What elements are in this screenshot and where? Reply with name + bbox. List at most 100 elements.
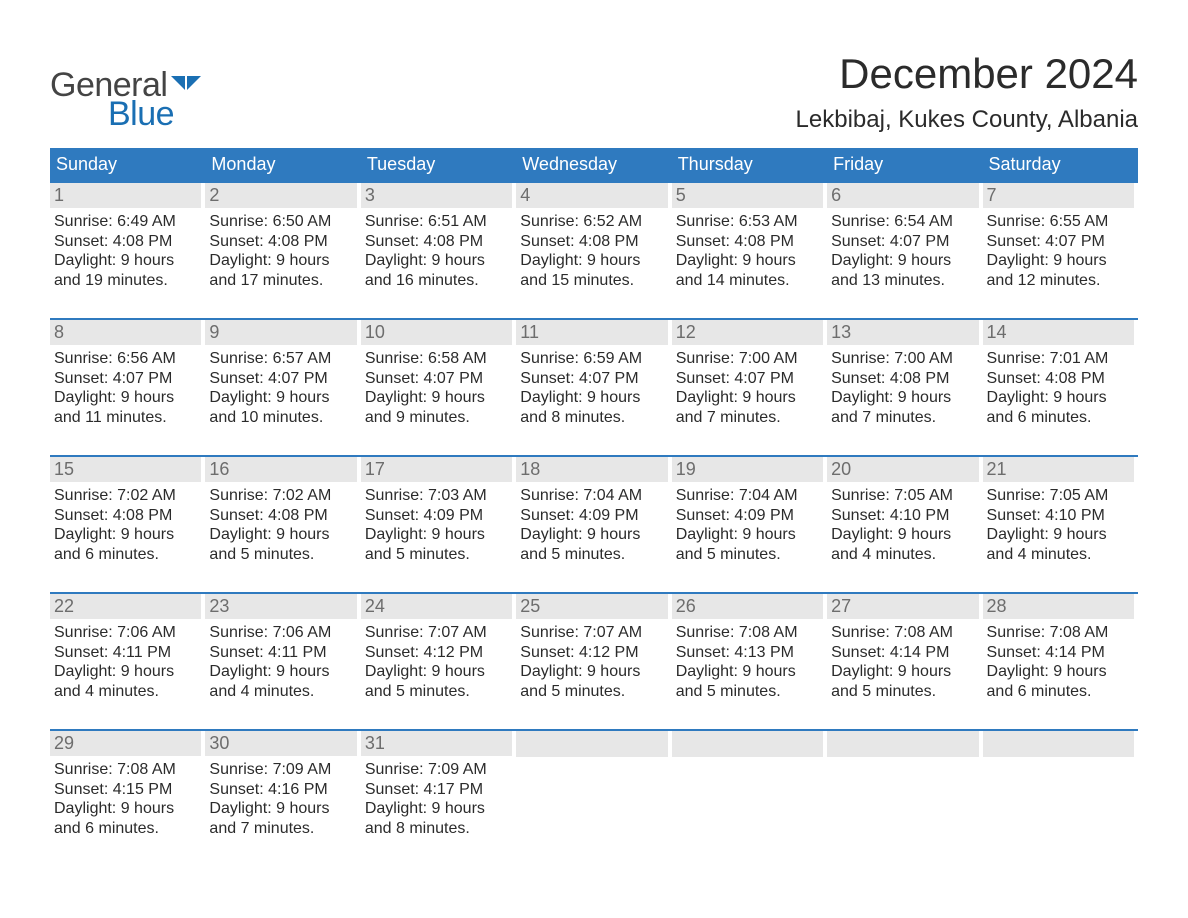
day-number: 13 (827, 320, 978, 345)
daylight-line: and 11 minutes. (54, 408, 201, 428)
sunset-line: Sunset: 4:11 PM (209, 643, 356, 663)
day-number: 16 (205, 457, 356, 482)
sunset-line: Sunset: 4:08 PM (209, 506, 356, 526)
sunset-line: Sunset: 4:07 PM (520, 369, 667, 389)
day-number: 6 (827, 183, 978, 208)
daylight-line: and 16 minutes. (365, 271, 512, 291)
day-cell: 22Sunrise: 7:06 AMSunset: 4:11 PMDayligh… (50, 594, 205, 711)
day-cell: 20Sunrise: 7:05 AMSunset: 4:10 PMDayligh… (827, 457, 982, 574)
sunrise-line: Sunrise: 6:52 AM (520, 212, 667, 232)
daylight-line: Daylight: 9 hours (365, 525, 512, 545)
sunrise-line: Sunrise: 6:50 AM (209, 212, 356, 232)
day-cell: 1Sunrise: 6:49 AMSunset: 4:08 PMDaylight… (50, 183, 205, 300)
sunrise-line: Sunrise: 6:55 AM (987, 212, 1134, 232)
daylight-line: Daylight: 9 hours (831, 525, 978, 545)
daylight-line: Daylight: 9 hours (365, 251, 512, 271)
weeks-container: 1Sunrise: 6:49 AMSunset: 4:08 PMDaylight… (50, 181, 1138, 848)
month-title: December 2024 (796, 50, 1138, 98)
daylight-line: Daylight: 9 hours (365, 388, 512, 408)
daylight-line: Daylight: 9 hours (831, 662, 978, 682)
daylight-line: Daylight: 9 hours (54, 525, 201, 545)
title-block: December 2024 Lekbibaj, Kukes County, Al… (796, 50, 1138, 134)
sunrise-line: Sunrise: 7:06 AM (209, 623, 356, 643)
daylight-line: Daylight: 9 hours (209, 388, 356, 408)
daylight-line: Daylight: 9 hours (987, 388, 1134, 408)
sunrise-line: Sunrise: 7:09 AM (365, 760, 512, 780)
sunrise-line: Sunrise: 7:08 AM (987, 623, 1134, 643)
daylight-line: and 13 minutes. (831, 271, 978, 291)
day-body: Sunrise: 6:51 AMSunset: 4:08 PMDaylight:… (361, 208, 512, 290)
daylight-line: Daylight: 9 hours (676, 388, 823, 408)
week-row: 1Sunrise: 6:49 AMSunset: 4:08 PMDaylight… (50, 181, 1138, 300)
daylight-line: and 9 minutes. (365, 408, 512, 428)
col-sunday: Sunday (50, 148, 205, 181)
daylight-line: Daylight: 9 hours (209, 799, 356, 819)
day-cell: 31Sunrise: 7:09 AMSunset: 4:17 PMDayligh… (361, 731, 516, 848)
day-body: Sunrise: 7:02 AMSunset: 4:08 PMDaylight:… (50, 482, 201, 564)
day-cell: 30Sunrise: 7:09 AMSunset: 4:16 PMDayligh… (205, 731, 360, 848)
day-body: Sunrise: 7:07 AMSunset: 4:12 PMDaylight:… (361, 619, 512, 701)
day-body: Sunrise: 7:05 AMSunset: 4:10 PMDaylight:… (983, 482, 1134, 564)
day-number: 26 (672, 594, 823, 619)
sunset-line: Sunset: 4:09 PM (520, 506, 667, 526)
day-body: Sunrise: 7:00 AMSunset: 4:08 PMDaylight:… (827, 345, 978, 427)
day-cell: 6Sunrise: 6:54 AMSunset: 4:07 PMDaylight… (827, 183, 982, 300)
sunset-line: Sunset: 4:12 PM (365, 643, 512, 663)
day-body: Sunrise: 7:04 AMSunset: 4:09 PMDaylight:… (672, 482, 823, 564)
day-body: Sunrise: 7:06 AMSunset: 4:11 PMDaylight:… (205, 619, 356, 701)
col-wednesday: Wednesday (516, 148, 671, 181)
daylight-line: and 17 minutes. (209, 271, 356, 291)
sunset-line: Sunset: 4:08 PM (676, 232, 823, 252)
sunrise-line: Sunrise: 7:00 AM (831, 349, 978, 369)
day-cell: 10Sunrise: 6:58 AMSunset: 4:07 PMDayligh… (361, 320, 516, 437)
day-cell: 2Sunrise: 6:50 AMSunset: 4:08 PMDaylight… (205, 183, 360, 300)
day-number: 8 (50, 320, 201, 345)
header: General Blue December 2024 Lekbibaj, Kuk… (50, 50, 1138, 134)
daylight-line: Daylight: 9 hours (365, 662, 512, 682)
sunrise-line: Sunrise: 7:08 AM (676, 623, 823, 643)
daylight-line: and 14 minutes. (676, 271, 823, 291)
day-number: 15 (50, 457, 201, 482)
week-row: 29Sunrise: 7:08 AMSunset: 4:15 PMDayligh… (50, 729, 1138, 848)
daylight-line: Daylight: 9 hours (54, 799, 201, 819)
daylight-line: and 12 minutes. (987, 271, 1134, 291)
empty-day-cell (827, 731, 982, 848)
day-cell: 25Sunrise: 7:07 AMSunset: 4:12 PMDayligh… (516, 594, 671, 711)
day-number: 28 (983, 594, 1134, 619)
day-cell: 5Sunrise: 6:53 AMSunset: 4:08 PMDaylight… (672, 183, 827, 300)
day-number: 25 (516, 594, 667, 619)
day-body: Sunrise: 6:52 AMSunset: 4:08 PMDaylight:… (516, 208, 667, 290)
day-cell: 26Sunrise: 7:08 AMSunset: 4:13 PMDayligh… (672, 594, 827, 711)
day-body: Sunrise: 6:53 AMSunset: 4:08 PMDaylight:… (672, 208, 823, 290)
day-cell: 28Sunrise: 7:08 AMSunset: 4:14 PMDayligh… (983, 594, 1138, 711)
day-cell: 3Sunrise: 6:51 AMSunset: 4:08 PMDaylight… (361, 183, 516, 300)
sunrise-line: Sunrise: 7:02 AM (209, 486, 356, 506)
sunrise-line: Sunrise: 6:54 AM (831, 212, 978, 232)
sunset-line: Sunset: 4:08 PM (365, 232, 512, 252)
daylight-line: Daylight: 9 hours (520, 662, 667, 682)
day-cell: 23Sunrise: 7:06 AMSunset: 4:11 PMDayligh… (205, 594, 360, 711)
col-thursday: Thursday (672, 148, 827, 181)
col-saturday: Saturday (983, 148, 1138, 181)
calendar-header-row: Sunday Monday Tuesday Wednesday Thursday… (50, 148, 1138, 181)
daylight-line: and 6 minutes. (54, 545, 201, 565)
sunrise-line: Sunrise: 7:08 AM (54, 760, 201, 780)
day-number: 9 (205, 320, 356, 345)
week-row: 8Sunrise: 6:56 AMSunset: 4:07 PMDaylight… (50, 318, 1138, 437)
col-friday: Friday (827, 148, 982, 181)
sunset-line: Sunset: 4:08 PM (209, 232, 356, 252)
sunrise-line: Sunrise: 7:09 AM (209, 760, 356, 780)
day-body: Sunrise: 7:04 AMSunset: 4:09 PMDaylight:… (516, 482, 667, 564)
sunrise-line: Sunrise: 6:57 AM (209, 349, 356, 369)
daylight-line: and 19 minutes. (54, 271, 201, 291)
daylight-line: Daylight: 9 hours (831, 251, 978, 271)
day-number: 1 (50, 183, 201, 208)
daylight-line: and 15 minutes. (520, 271, 667, 291)
day-number: 5 (672, 183, 823, 208)
sunrise-line: Sunrise: 7:04 AM (520, 486, 667, 506)
daylight-line: Daylight: 9 hours (987, 251, 1134, 271)
daylight-line: and 7 minutes. (209, 819, 356, 839)
day-cell: 12Sunrise: 7:00 AMSunset: 4:07 PMDayligh… (672, 320, 827, 437)
day-body: Sunrise: 7:08 AMSunset: 4:14 PMDaylight:… (827, 619, 978, 701)
daylight-line: Daylight: 9 hours (831, 388, 978, 408)
